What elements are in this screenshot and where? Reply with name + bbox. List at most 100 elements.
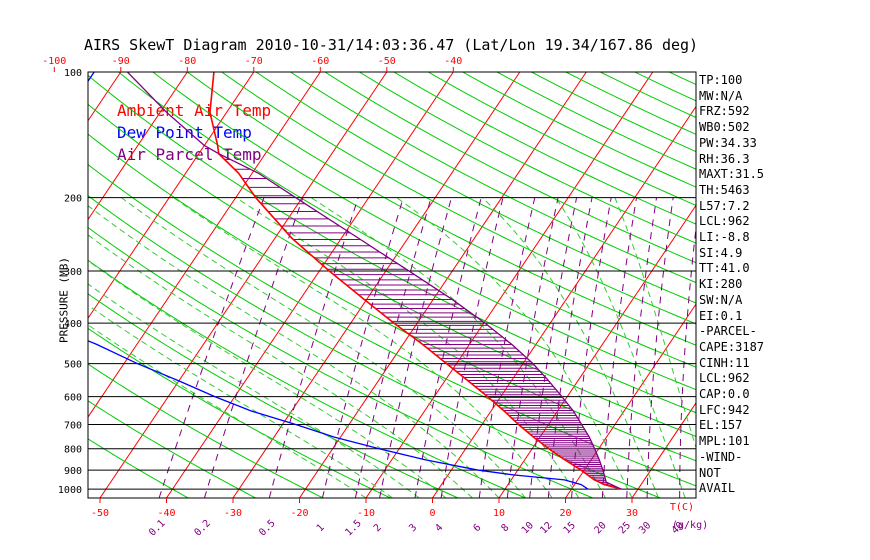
legend-ambient: Ambient Air Temp [117, 101, 272, 120]
mixing-ratio-label: 0.1 [147, 518, 168, 539]
dry-adiabat-line [88, 74, 696, 414]
stat-line: KI:280 [699, 277, 743, 292]
mixing-ratio-label: 1 [315, 522, 327, 534]
stat-line: TT:41.0 [699, 261, 750, 276]
isotherm-line [88, 72, 122, 122]
mixing-ratio-unit-label: (g/kg) [672, 520, 708, 531]
pressure-tick-label: 400 [64, 319, 82, 330]
moist-adiabat-line [482, 197, 660, 498]
top-tick-label: -60 [311, 56, 329, 67]
dry-adiabat-line [88, 363, 324, 498]
pressure-tick-label: 200 [64, 194, 82, 205]
mixing-ratio-label: 1.5 [343, 518, 364, 539]
dry-adiabat-line [88, 293, 459, 498]
dry-adiabat-line [462, 72, 696, 188]
mixing-ratio-label: 12 [538, 520, 554, 536]
dry-adiabat-line [427, 72, 696, 206]
isotherm-line [765, 72, 870, 498]
moist-adiabat-line [88, 260, 447, 498]
mixing-ratio-line [601, 197, 638, 498]
mixing-ratio-label: 0.2 [192, 518, 213, 539]
stat-line: MAXT:31.5 [699, 167, 765, 182]
dry-adiabat-line [186, 72, 696, 346]
mixing-ratio-line [440, 197, 504, 498]
mixing-ratio-label: 8 [499, 522, 511, 534]
mixing-ratio-line [354, 197, 432, 498]
stat-line: L57:7.2 [699, 198, 750, 213]
pressure-tick-label: 100 [64, 68, 82, 79]
dry-adiabat-line [88, 438, 189, 498]
stat-line: CAP:0.0 [699, 387, 750, 401]
moist-adiabat-line [120, 197, 526, 498]
dry-adiabat-line [88, 327, 391, 498]
stat-line: EI:0.1 [699, 308, 743, 323]
pressure-tick-label: 600 [64, 393, 82, 404]
mixing-ratio-line [571, 197, 612, 498]
parcel-profile [126, 72, 622, 490]
moist-adiabat-line [396, 197, 633, 498]
stat-line: LI:-8.8 [699, 230, 750, 244]
chart-title: AIRS SkewT Diagram 2010-10-31/14:03:36.4… [84, 36, 699, 54]
stat-line: CINH:11 [699, 355, 750, 370]
isotherm-line [832, 72, 870, 498]
stat-line: TH:5463 [699, 182, 750, 197]
bottom-tick-label: 0 [429, 508, 435, 519]
top-tick-label: -80 [178, 56, 196, 67]
pressure-tick-label: 500 [64, 360, 82, 371]
bottom-tick-label: 20 [559, 508, 571, 519]
dry-adiabat-line [88, 400, 256, 498]
bottom-tick-label: -30 [224, 508, 242, 519]
dry-adiabat-line [88, 259, 526, 498]
top-tick-label: -90 [112, 56, 130, 67]
plot-frame [87, 71, 697, 499]
moist-adiabat-line [88, 205, 500, 498]
moist-adiabat-line [614, 197, 696, 450]
stat-line: CAPE:3187 [699, 339, 765, 354]
mixing-ratio-line [547, 197, 593, 498]
mixing-ratio-line [646, 197, 674, 498]
mixing-ratio-label: 10 [520, 520, 536, 536]
top-tick-label: -70 [245, 56, 263, 67]
pressure-tick-label: 700 [64, 421, 82, 432]
dry-adiabat-line [393, 72, 696, 225]
isotherm-line [631, 402, 696, 498]
moist-adiabat-line [88, 324, 367, 498]
dry-adiabat-line [221, 72, 696, 325]
isotherm-line [88, 72, 188, 221]
mixing-ratio-label: 15 [562, 520, 578, 536]
stat-line: SW:N/A [699, 292, 743, 307]
bottom-tick-label: -20 [290, 508, 308, 519]
mixing-ratio-label: 25 [617, 520, 633, 536]
bottom-tick-label: 30 [626, 508, 638, 519]
mixing-ratio-line [203, 197, 304, 498]
pressure-tick-label: 1000 [58, 485, 82, 496]
stat-line: PW:34.33 [699, 135, 757, 150]
stat-line: MW:N/A [699, 88, 743, 103]
stat-line: WB0:502 [699, 120, 750, 135]
stat-line: -WIND- [699, 449, 743, 464]
mixing-ratio-label: 2 [372, 522, 384, 534]
stat-line: RH:36.3 [699, 151, 750, 166]
pressure-tick-label: 900 [64, 466, 82, 477]
top-tick-label: -50 [378, 56, 396, 67]
isotherm-line [99, 72, 388, 498]
stat-line: EL:157 [699, 418, 743, 433]
dry-adiabat-line [324, 72, 696, 264]
mixing-ratio-label: 3 [407, 522, 419, 534]
pressure-tick-label: 800 [64, 445, 82, 456]
legend-dewpoint: Dew Point Temp [117, 123, 252, 142]
isotherm-line [565, 303, 696, 498]
stat-line: NOT [699, 465, 721, 480]
mixing-ratio-line [506, 197, 559, 498]
stat-line: AVAIL [699, 481, 736, 496]
x-axis-label: T(C) [670, 502, 694, 513]
dry-adiabat-line [88, 103, 696, 437]
isotherm-line [166, 72, 454, 498]
isotherm-line [88, 72, 321, 418]
mixing-ratio-label: 20 [592, 520, 608, 536]
mixing-ratio-line [478, 197, 536, 498]
mixing-ratio-line [158, 197, 265, 498]
bottom-tick-label: -50 [91, 508, 109, 519]
mixing-ratio-line [529, 197, 578, 498]
dry-adiabat-line [88, 163, 696, 487]
